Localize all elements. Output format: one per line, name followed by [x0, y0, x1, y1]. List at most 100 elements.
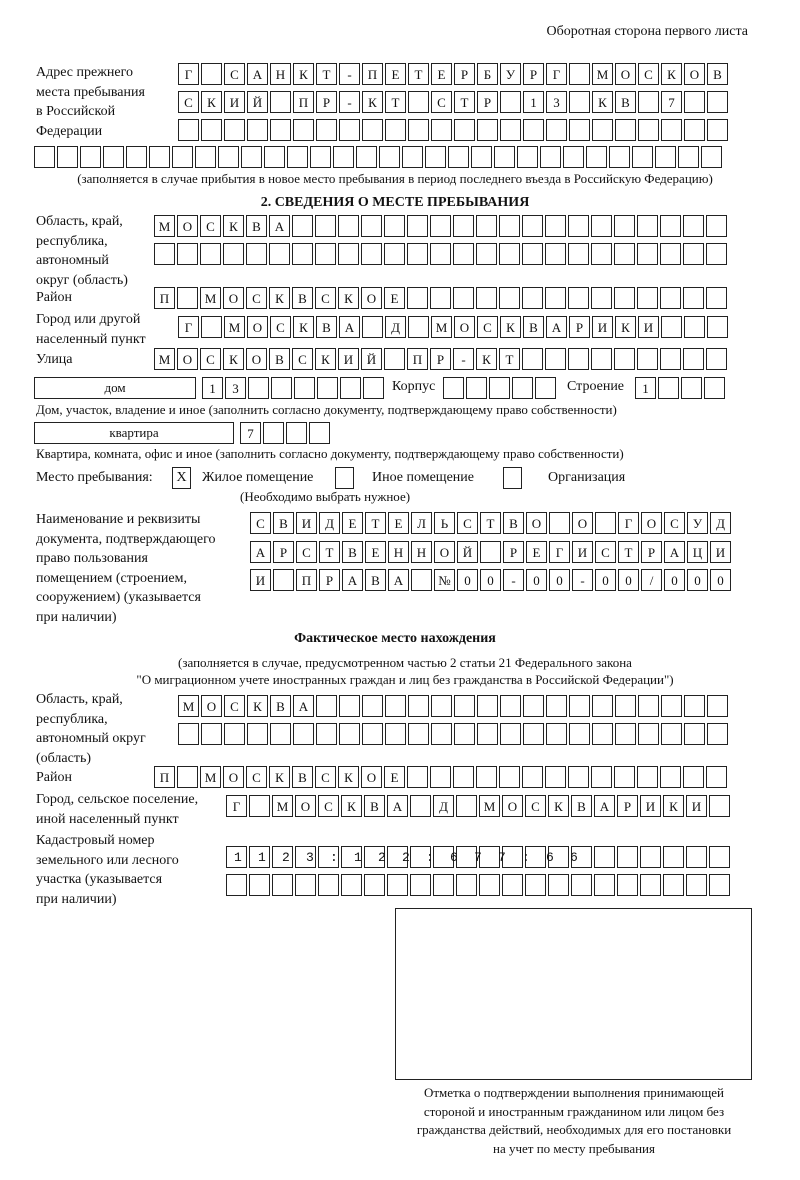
char-cell[interactable] [385, 695, 406, 717]
char-cell[interactable] [569, 63, 590, 85]
char-cell[interactable]: И [710, 541, 731, 563]
char-cell[interactable]: Т [499, 348, 520, 370]
char-cell[interactable] [660, 348, 681, 370]
char-cell[interactable]: С [178, 91, 199, 113]
char-cell[interactable]: 3 [225, 377, 246, 399]
char-cell[interactable] [632, 146, 653, 168]
char-cell[interactable] [686, 874, 707, 896]
char-cell[interactable]: Н [388, 541, 409, 563]
char-cell[interactable]: И [640, 795, 661, 817]
char-cell[interactable] [272, 846, 293, 868]
char-cell[interactable] [658, 377, 679, 399]
char-cell[interactable] [568, 348, 589, 370]
char-cell[interactable] [247, 723, 268, 745]
char-cell[interactable]: И [686, 795, 707, 817]
char-cell[interactable]: Е [384, 766, 405, 788]
char-cell[interactable] [293, 119, 314, 141]
char-cell[interactable] [614, 215, 635, 237]
char-cell[interactable]: Й [247, 91, 268, 113]
char-cell[interactable] [363, 377, 384, 399]
char-cell[interactable] [499, 766, 520, 788]
korpus-field[interactable] [443, 377, 558, 399]
char-cell[interactable] [201, 119, 222, 141]
char-cell[interactable] [614, 243, 635, 265]
char-cell[interactable] [430, 287, 451, 309]
char-cell[interactable] [591, 243, 612, 265]
char-cell[interactable] [453, 215, 474, 237]
char-cell[interactable] [226, 874, 247, 896]
char-cell[interactable] [617, 874, 638, 896]
char-cell[interactable]: 0 [664, 569, 685, 591]
char-cell[interactable] [525, 874, 546, 896]
char-cell[interactable] [660, 243, 681, 265]
char-cell[interactable] [683, 766, 704, 788]
char-cell[interactable]: К [476, 348, 497, 370]
char-cell[interactable]: О [223, 287, 244, 309]
char-cell[interactable]: С [270, 316, 291, 338]
char-cell[interactable] [425, 146, 446, 168]
char-cell[interactable] [453, 287, 474, 309]
char-cell[interactable]: К [661, 63, 682, 85]
char-cell[interactable]: Т [454, 91, 475, 113]
char-cell[interactable]: С [315, 287, 336, 309]
char-cell[interactable]: Л [411, 512, 432, 534]
char-cell[interactable]: 0 [618, 569, 639, 591]
char-cell[interactable] [684, 316, 705, 338]
char-cell[interactable] [637, 766, 658, 788]
char-cell[interactable] [640, 846, 661, 868]
char-cell[interactable] [249, 795, 270, 817]
char-cell[interactable] [637, 215, 658, 237]
char-cell[interactable] [591, 348, 612, 370]
char-cell[interactable] [338, 215, 359, 237]
char-cell[interactable] [293, 723, 314, 745]
char-cell[interactable]: В [707, 63, 728, 85]
char-cell[interactable]: Р [454, 63, 475, 85]
char-cell[interactable] [362, 695, 383, 717]
char-cell[interactable] [270, 119, 291, 141]
char-cell[interactable] [568, 766, 589, 788]
char-cell[interactable] [477, 695, 498, 717]
char-cell[interactable]: 7 [240, 422, 261, 444]
char-cell[interactable] [638, 119, 659, 141]
char-cell[interactable]: - [453, 348, 474, 370]
char-cell[interactable] [614, 287, 635, 309]
char-cell[interactable] [433, 846, 454, 868]
char-cell[interactable] [706, 287, 727, 309]
char-cell[interactable]: К [338, 287, 359, 309]
char-cell[interactable]: А [594, 795, 615, 817]
char-cell[interactable] [545, 215, 566, 237]
char-cell[interactable]: М [431, 316, 452, 338]
char-cell[interactable] [637, 287, 658, 309]
char-cell[interactable] [339, 723, 360, 745]
char-cell[interactable]: О [526, 512, 547, 534]
char-cell[interactable] [295, 874, 316, 896]
flat-number-field[interactable]: 7 [240, 422, 332, 444]
char-cell[interactable] [684, 91, 705, 113]
char-cell[interactable] [410, 874, 431, 896]
char-cell[interactable] [195, 146, 216, 168]
char-cell[interactable]: К [247, 695, 268, 717]
char-cell[interactable] [686, 846, 707, 868]
char-cell[interactable]: С [595, 541, 616, 563]
char-cell[interactable] [385, 723, 406, 745]
char-cell[interactable]: Ь [434, 512, 455, 534]
char-cell[interactable] [172, 146, 193, 168]
char-cell[interactable]: Д [385, 316, 406, 338]
actual-region-row-2[interactable] [178, 723, 730, 745]
char-cell[interactable]: Т [385, 91, 406, 113]
char-cell[interactable]: 0 [710, 569, 731, 591]
char-cell[interactable]: В [269, 348, 290, 370]
char-cell[interactable] [316, 119, 337, 141]
char-cell[interactable] [707, 119, 728, 141]
char-cell[interactable] [637, 243, 658, 265]
char-cell[interactable] [684, 119, 705, 141]
char-cell[interactable] [362, 723, 383, 745]
char-cell[interactable]: С [224, 63, 245, 85]
char-cell[interactable] [247, 119, 268, 141]
char-cell[interactable] [476, 287, 497, 309]
region-row-2[interactable] [154, 243, 729, 265]
